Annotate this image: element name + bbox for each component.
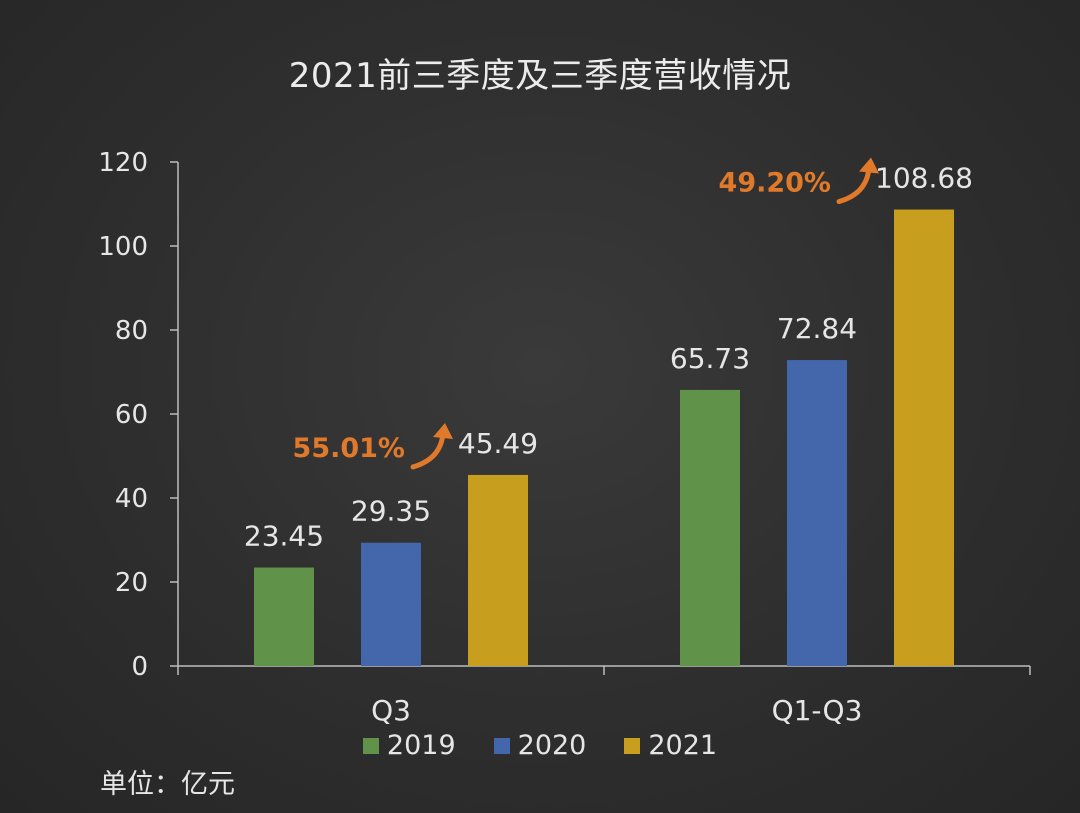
data-label: 45.49 [458,427,538,460]
data-label: 72.84 [777,312,857,345]
data-label: 108.68 [875,162,973,195]
bar [680,389,740,666]
legend-item-2020: 2020 [493,730,587,761]
bar [787,360,847,666]
growth-percent-label: 49.20% [719,168,831,199]
legend-swatch-2021 [624,737,641,754]
legend-swatch-2019 [362,737,379,754]
y-tick-label: 20 [115,568,148,598]
bar [468,474,528,666]
legend-label-2019: 2019 [386,730,456,761]
growth-arrow-shaft [410,430,446,470]
y-tick-label: 100 [98,232,148,262]
unit-label: 单位：亿元 [100,769,235,800]
y-tick-label: 0 [131,652,148,682]
bar [254,567,314,666]
legend-label-2021: 2021 [648,730,718,761]
growth-arrow-shaft [836,165,872,205]
bar [894,209,954,666]
legend: 2019 2020 2021 [0,730,1080,761]
growth-arrow-head [433,422,453,439]
bar [361,542,421,666]
growth-percent-label: 55.01% [293,433,405,464]
y-tick-label: 60 [115,400,148,430]
legend-item-2019: 2019 [362,730,456,761]
data-label: 29.35 [351,495,431,528]
data-label: 65.73 [670,342,750,375]
x-tick-label: Q1-Q3 [772,694,863,727]
growth-arrow-head [859,157,879,174]
x-tick-label: Q3 [371,694,411,727]
chart-title: 2021前三季度及三季度营收情况 [288,56,792,96]
data-label: 23.45 [244,520,324,553]
y-tick-label: 40 [115,484,148,514]
y-tick-label: 120 [98,148,148,178]
legend-label-2020: 2020 [517,730,587,761]
legend-swatch-2020 [493,737,510,754]
y-tick-label: 80 [115,316,148,346]
legend-item-2021: 2021 [624,730,717,761]
